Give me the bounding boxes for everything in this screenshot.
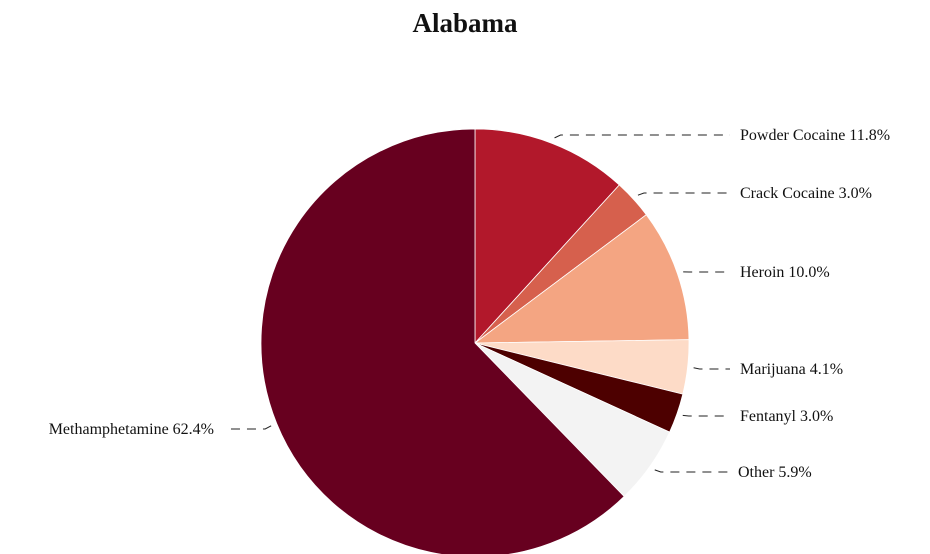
slice-label-methamphetamine: Methamphetamine 62.4% — [49, 421, 214, 438]
leader-line-marijuana — [693, 367, 730, 370]
pie-labels: Powder Cocaine 11.8% Crack Cocaine 3.0% He… — [49, 127, 890, 481]
leader-line-crack-cocaine — [637, 192, 730, 196]
pie-slices — [260, 128, 690, 554]
slice-label-fentanyl: Fentanyl 3.0% — [740, 408, 833, 425]
leader-line-methamphetamine — [226, 425, 272, 430]
slice-label-crack-cocaine: Crack Cocaine 3.0% — [740, 185, 872, 202]
leader-line-other — [654, 469, 728, 473]
leader-line-fentanyl — [682, 414, 730, 417]
pie-slice-heroin — [473, 214, 690, 344]
slice-label-marijuana: Marijuana 4.1% — [740, 361, 843, 378]
chart-title: Alabama — [412, 8, 518, 38]
slice-label-other: Other 5.9% — [738, 464, 812, 481]
slice-label-powder-cocaine: Powder Cocaine 11.8% — [740, 127, 890, 144]
pie-slice-methamphetamine — [260, 128, 625, 554]
slice-label-heroin: Heroin 10.0% — [740, 264, 830, 281]
pie-slice-powder-cocaine — [474, 128, 620, 345]
leader-line-powder-cocaine — [554, 134, 730, 139]
